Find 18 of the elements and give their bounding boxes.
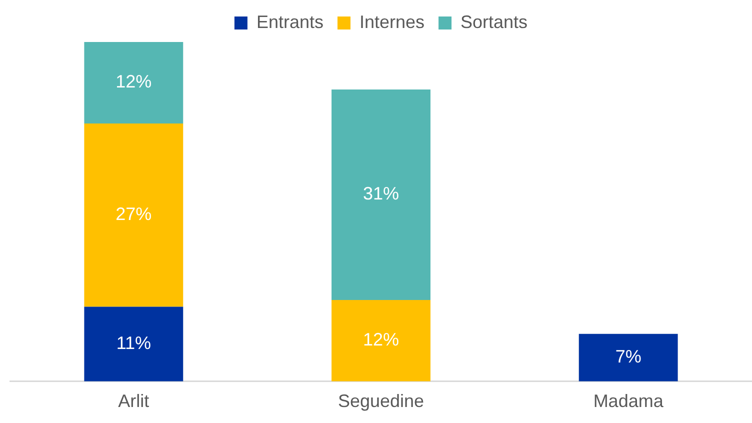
data-label: 11% (116, 333, 152, 354)
data-label: 7% (615, 346, 642, 367)
x-tick-label: Seguedine (338, 391, 424, 412)
bar (84, 42, 184, 124)
data-label: 12% (116, 72, 152, 92)
x-tick-label: Madama (593, 391, 664, 412)
bar (332, 300, 430, 382)
legend-label: Internes (359, 12, 425, 32)
data-label: 12% (362, 330, 400, 350)
legend-label: Entrants (256, 12, 324, 32)
x-tick-label: Arlit (118, 391, 150, 412)
bar (84, 123, 184, 307)
bar (84, 306, 184, 382)
legend-label: Sortants (460, 12, 528, 32)
bar (332, 90, 430, 300)
data-label: 27% (116, 204, 152, 224)
data-label: 31% (362, 184, 400, 204)
bar (578, 334, 678, 382)
